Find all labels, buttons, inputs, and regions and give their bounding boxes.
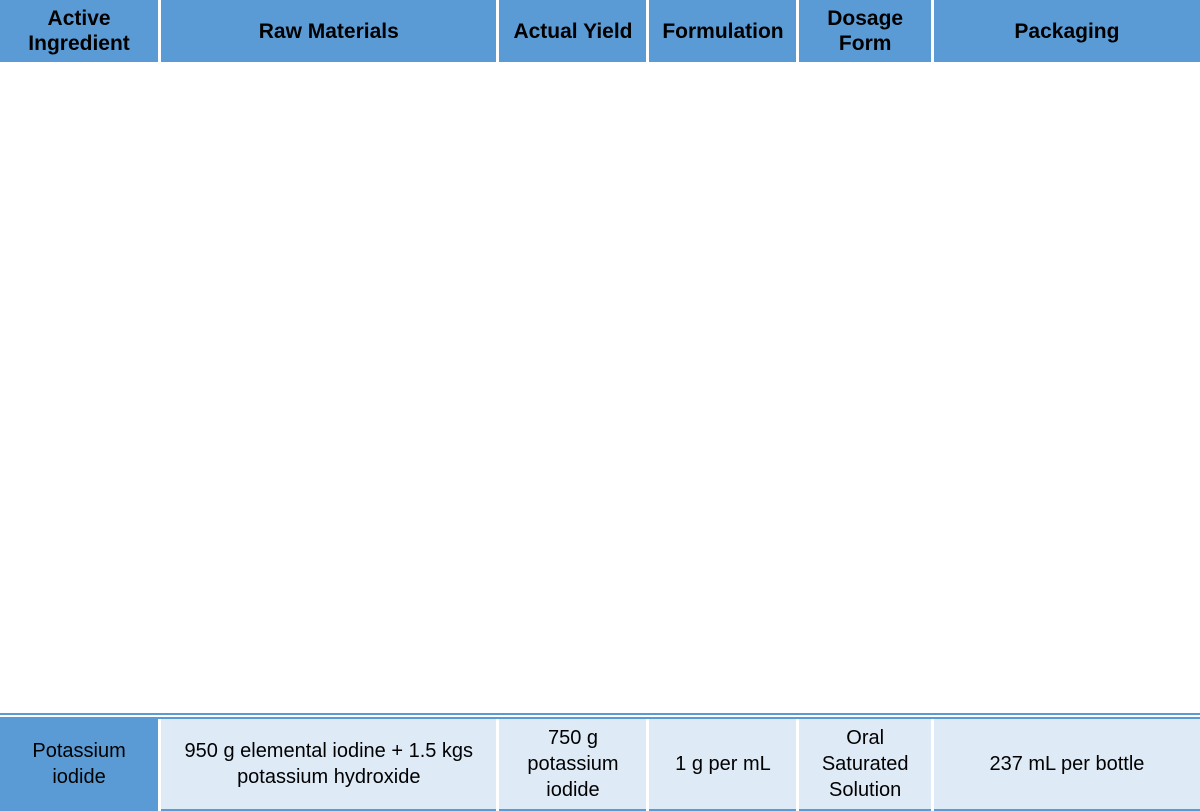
column-header-formulation: Formulation	[648, 0, 798, 62]
column-header-raw-materials: Raw Materials	[160, 0, 498, 62]
column-header-actual-yield: Actual Yield	[498, 0, 648, 62]
cell-packaging: 237 mL per bottle	[932, 719, 1200, 810]
cell-formulation: 1 g per mL	[648, 719, 798, 810]
header-table: Active Ingredient Raw Materials Actual Y…	[0, 0, 1200, 62]
table-container: Active Ingredient Raw Materials Actual Y…	[0, 0, 1200, 811]
data-row-container: Potassium iodide 950 g elemental iodine …	[0, 713, 1200, 811]
column-header-active-ingredient: Active Ingredient	[0, 0, 160, 62]
cell-active-ingredient: Potassium iodide	[0, 719, 160, 810]
table-header-row: Active Ingredient Raw Materials Actual Y…	[0, 0, 1200, 62]
data-table: Potassium iodide 950 g elemental iodine …	[0, 719, 1200, 811]
cell-actual-yield: 750 g potassium iodide	[498, 719, 648, 810]
cell-raw-materials: 950 g elemental iodine + 1.5 kgs potassi…	[160, 719, 498, 810]
column-header-dosage-form: Dosage Form	[798, 0, 932, 62]
table-row: Potassium iodide 950 g elemental iodine …	[0, 719, 1200, 810]
cell-dosage-form: Oral Saturated Solution	[798, 719, 932, 810]
column-header-packaging: Packaging	[932, 0, 1200, 62]
